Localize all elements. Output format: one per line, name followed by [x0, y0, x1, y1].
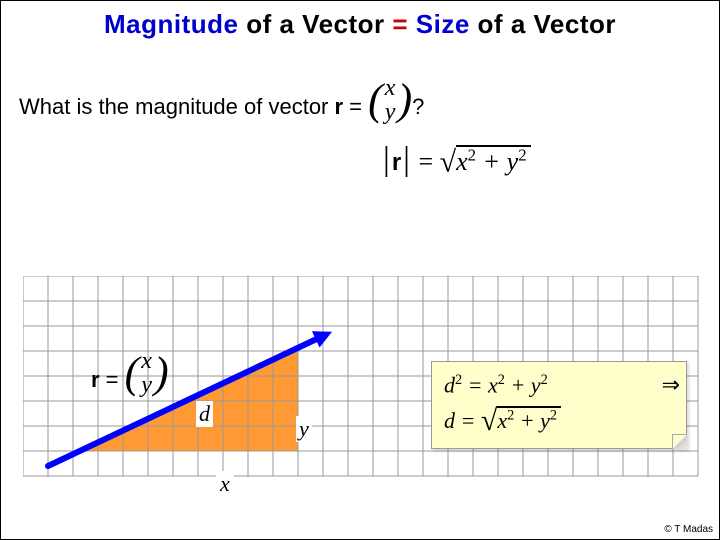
- question-eq: =: [343, 94, 368, 119]
- colvec-y: y: [385, 100, 396, 124]
- page-fold-icon: [672, 434, 687, 449]
- question-suffix: ?: [412, 94, 424, 119]
- radical-sign: √: [440, 146, 456, 179]
- c2-y: y: [540, 408, 550, 433]
- question-text: What is the magnitude of vector r = (xy)…: [19, 76, 424, 124]
- r-label-colvec: (xy): [125, 349, 169, 397]
- title-text-2: of a Vector: [470, 9, 616, 39]
- credit-text: © T Madas: [664, 524, 713, 535]
- slide-title: Magnitude of a Vector = Size of a Vector: [1, 9, 719, 40]
- colvec-x: x: [385, 76, 396, 100]
- r-equals-label: r = (xy): [91, 349, 169, 397]
- c1-eq: =: [462, 372, 488, 397]
- r-label-eq: =: [100, 367, 125, 392]
- c1-x: x: [488, 372, 498, 397]
- pythagoras-callout: d2 = x2 + y2 ⇒ d = √x2 + y2: [431, 361, 687, 449]
- abs-bar-right: |: [401, 141, 412, 178]
- rad-x-exp: 2: [468, 145, 476, 164]
- r-label-x: x: [141, 349, 152, 373]
- slide: Magnitude of a Vector = Size of a Vector…: [0, 0, 720, 540]
- c1-e2: 2: [498, 372, 505, 388]
- y-label: y: [296, 416, 312, 442]
- abs-bar-left: |: [381, 141, 392, 178]
- paren-left: (: [368, 80, 383, 120]
- title-text-1: of a Vector: [239, 9, 393, 39]
- c1-d: d: [444, 372, 455, 397]
- title-word-size: Size: [408, 9, 470, 39]
- c1-y: y: [531, 372, 541, 397]
- title-equals: =: [392, 9, 408, 39]
- c2-d: d: [444, 408, 455, 433]
- question-vector-r: r: [335, 94, 344, 119]
- mag-r: r: [392, 149, 401, 176]
- title-word-magnitude: Magnitude: [104, 9, 239, 39]
- r-label-var: r: [91, 367, 100, 392]
- rad-y-exp: 2: [518, 145, 526, 164]
- c2-x: x: [497, 408, 507, 433]
- c2-eq: =: [455, 408, 475, 433]
- paren-right: ): [397, 80, 412, 120]
- rad-plus: +: [476, 147, 507, 176]
- d-label: d: [196, 401, 213, 427]
- x-label: x: [216, 471, 234, 497]
- callout-line2: d = √x2 + y2: [444, 404, 674, 438]
- c2-sqrt: √x2 + y2: [481, 404, 561, 438]
- magnitude-equation: |r| = √x2 + y2: [381, 141, 531, 180]
- rad-x: x: [456, 147, 468, 176]
- c1-e3: 2: [541, 372, 548, 388]
- rad-y: y: [507, 147, 519, 176]
- r-label-y: y: [141, 373, 152, 397]
- c2-plus: +: [514, 408, 540, 433]
- callout-line1: d2 = x2 + y2: [444, 372, 674, 398]
- column-vector-xy: (xy): [368, 76, 412, 124]
- mag-eq: =: [418, 147, 433, 176]
- sqrt-expr: √x2 + y2: [440, 145, 531, 180]
- c2-e2: 2: [550, 408, 557, 424]
- implies-icon: ⇒: [662, 372, 680, 398]
- question-prefix: What is the magnitude of vector: [19, 94, 335, 119]
- c1-plus: +: [505, 372, 531, 397]
